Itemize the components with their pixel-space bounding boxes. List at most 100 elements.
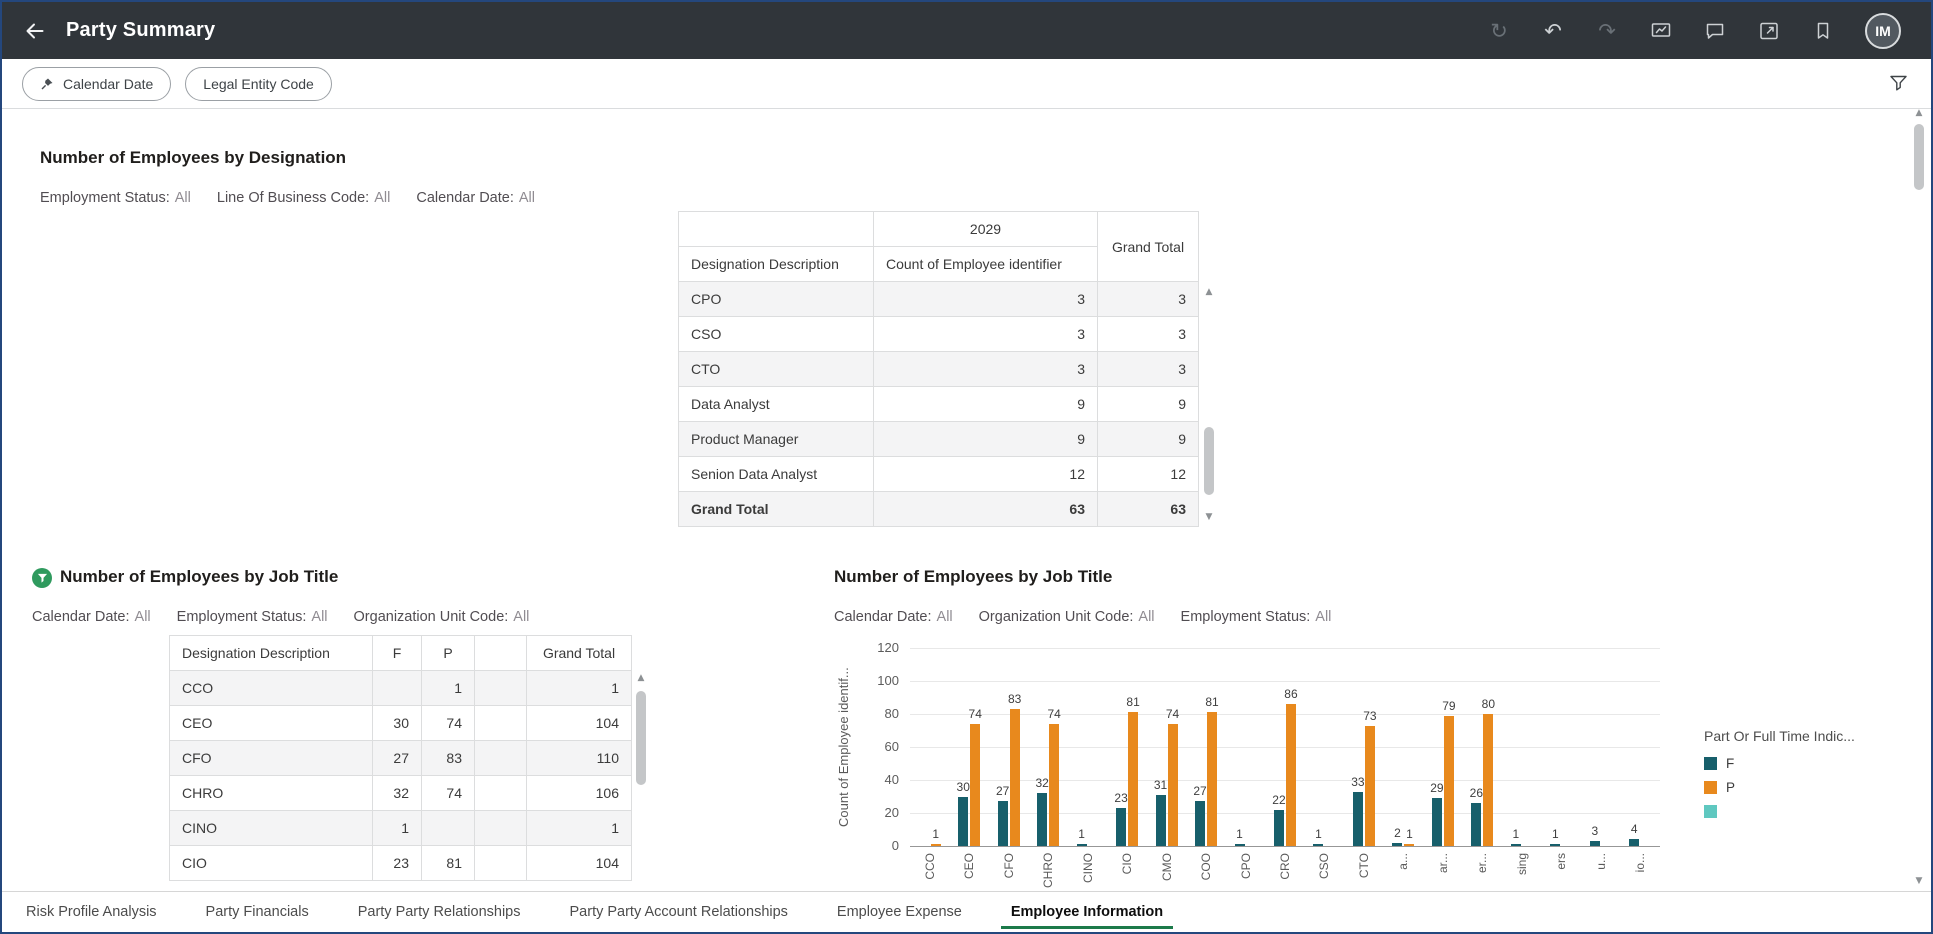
undo-icon[interactable]: ↶ xyxy=(1544,18,1562,43)
bar-series-F[interactable] xyxy=(1234,844,1245,846)
job-table-cell[interactable]: CCO xyxy=(169,670,373,706)
pivot-designation-cell[interactable]: CPO xyxy=(678,281,874,317)
pivot-total-grand-cell[interactable]: 63 xyxy=(1097,491,1199,527)
bookmarks-icon[interactable] xyxy=(1811,19,1835,43)
pivot-total-label-cell[interactable]: Grand Total xyxy=(678,491,874,527)
main-vertical-scrollbar[interactable]: ▲ ▼ xyxy=(1911,106,1927,888)
job-table-cell[interactable] xyxy=(474,740,527,776)
job-table-header[interactable]: Designation Description xyxy=(169,635,373,671)
job-table-cell[interactable]: 1 xyxy=(421,670,475,706)
job-table-cell[interactable]: 27 xyxy=(372,740,422,776)
job-table-cell[interactable]: 23 xyxy=(372,845,422,881)
scroll-down-icon[interactable]: ▼ xyxy=(1915,876,1923,886)
refresh-icon[interactable]: ↻ xyxy=(1490,18,1508,43)
job-table-cell[interactable] xyxy=(474,775,527,811)
job-table-header[interactable] xyxy=(474,635,527,671)
filter-chip[interactable]: Calendar Date: All xyxy=(416,190,535,206)
job-table-scrollbar-thumb[interactable] xyxy=(636,691,646,785)
pivot-grand-total-cell[interactable]: 3 xyxy=(1097,281,1199,317)
filter-chip[interactable]: Line Of Business Code: All xyxy=(217,190,390,206)
tab-party-party-account-relationships[interactable]: Party Party Account Relationships xyxy=(569,904,788,920)
bar-series-P[interactable] xyxy=(1364,725,1375,846)
pivot-designation-cell[interactable]: CTO xyxy=(678,351,874,387)
pivot-designation-cell[interactable]: Data Analyst xyxy=(678,386,874,422)
bar-series-P[interactable] xyxy=(1404,844,1415,846)
bar-series-P[interactable] xyxy=(930,844,941,846)
bar-series-F[interactable] xyxy=(1510,844,1521,846)
bar-series-P[interactable] xyxy=(1167,723,1178,846)
job-table-cell[interactable]: 83 xyxy=(421,740,475,776)
filter-chip[interactable]: Calendar Date: All xyxy=(32,609,151,625)
scroll-up-icon[interactable]: ▲ xyxy=(1205,287,1213,297)
filter-badge-icon[interactable] xyxy=(32,568,52,588)
filter-chip[interactable]: Calendar Date: All xyxy=(834,609,953,625)
job-table-cell[interactable]: 1 xyxy=(526,810,632,846)
bar-series-F[interactable] xyxy=(1155,794,1166,846)
job-table-header[interactable]: Grand Total xyxy=(526,635,632,671)
pivot-grand-total-cell[interactable]: 12 xyxy=(1097,456,1199,492)
bar-series-P[interactable] xyxy=(970,723,981,846)
filter-chip[interactable]: Employment Status: All xyxy=(40,190,191,206)
bar-series-P[interactable] xyxy=(1128,712,1139,846)
job-table-cell[interactable]: CHRO xyxy=(169,775,373,811)
pivot-grand-total-cell[interactable]: 9 xyxy=(1097,421,1199,457)
pivot-designation-cell[interactable]: CSO xyxy=(678,316,874,352)
job-table-cell[interactable]: 32 xyxy=(372,775,422,811)
job-table-cell[interactable]: 81 xyxy=(421,845,475,881)
job-table-cell[interactable] xyxy=(474,810,527,846)
pivot-count-cell[interactable]: 3 xyxy=(873,281,1098,317)
bar-series-F[interactable] xyxy=(1313,844,1324,846)
tab-party-party-relationships[interactable]: Party Party Relationships xyxy=(357,904,521,920)
bar-series-P[interactable] xyxy=(1285,704,1296,846)
pivot-designation-cell[interactable]: Product Manager xyxy=(678,421,874,457)
bar-series-F[interactable] xyxy=(1471,803,1482,846)
filter-pill-calendar-date[interactable]: Calendar Date xyxy=(22,66,172,101)
job-table-header[interactable]: F xyxy=(372,635,422,671)
job-table-cell[interactable] xyxy=(474,705,527,741)
redo-icon[interactable]: ↷ xyxy=(1598,18,1616,43)
filter-chip[interactable]: Employment Status: All xyxy=(177,609,328,625)
job-table-cell[interactable]: CIO xyxy=(169,845,373,881)
job-table-cell[interactable]: 30 xyxy=(372,705,422,741)
bar-series-F[interactable] xyxy=(1195,801,1206,846)
bar-series-F[interactable] xyxy=(1589,841,1600,846)
present-icon[interactable] xyxy=(1757,19,1781,43)
job-table-cell[interactable] xyxy=(474,670,527,706)
scroll-down-icon[interactable]: ▼ xyxy=(1205,512,1213,522)
bar-series-F[interactable] xyxy=(1550,844,1561,846)
job-table-cell[interactable]: 1 xyxy=(526,670,632,706)
job-table-cell[interactable]: 74 xyxy=(421,705,475,741)
tab-employee-expense[interactable]: Employee Expense xyxy=(836,904,962,920)
pivot-count-cell[interactable]: 3 xyxy=(873,316,1098,352)
job-table-cell[interactable]: 1 xyxy=(372,810,422,846)
job-table-cell[interactable]: 106 xyxy=(526,775,632,811)
pivot-row-dimension-header[interactable]: Designation Description xyxy=(678,246,874,282)
bar-series-F[interactable] xyxy=(1037,793,1048,846)
job-table-header[interactable]: P xyxy=(421,635,475,671)
pivot-count-cell[interactable]: 9 xyxy=(873,386,1098,422)
bar-series-P[interactable] xyxy=(1483,714,1494,846)
bar-series-F[interactable] xyxy=(997,801,1008,846)
pivot-count-cell[interactable]: 3 xyxy=(873,351,1098,387)
job-table-cell[interactable] xyxy=(421,810,475,846)
legend-item[interactable]: F xyxy=(1704,756,1855,771)
back-button[interactable] xyxy=(18,14,52,48)
filter-funnel-button[interactable] xyxy=(1885,71,1911,97)
bar-series-F[interactable] xyxy=(1076,844,1087,846)
bar-series-P[interactable] xyxy=(1443,715,1454,846)
tab-employee-information[interactable]: Employee Information xyxy=(1000,892,1174,932)
bar-series-P[interactable] xyxy=(1009,709,1020,846)
job-table-cell[interactable]: CINO xyxy=(169,810,373,846)
job-table-cell[interactable]: CFO xyxy=(169,740,373,776)
bar-series-F[interactable] xyxy=(1392,842,1403,846)
pivot-count-cell[interactable]: 12 xyxy=(873,456,1098,492)
bar-series-F[interactable] xyxy=(1352,791,1363,846)
filter-chip[interactable]: Organization Unit Code: All xyxy=(979,609,1155,625)
pivot-year-header[interactable]: 2029 xyxy=(873,211,1098,247)
pivot-scrollbar[interactable]: ▲ ▼ xyxy=(1201,281,1217,526)
bar-series-F[interactable] xyxy=(1431,798,1442,846)
tab-party-financials[interactable]: Party Financials xyxy=(205,904,309,920)
legend-item[interactable]: P xyxy=(1704,780,1855,795)
bar-series-F[interactable] xyxy=(958,796,969,846)
job-table-cell[interactable] xyxy=(474,845,527,881)
